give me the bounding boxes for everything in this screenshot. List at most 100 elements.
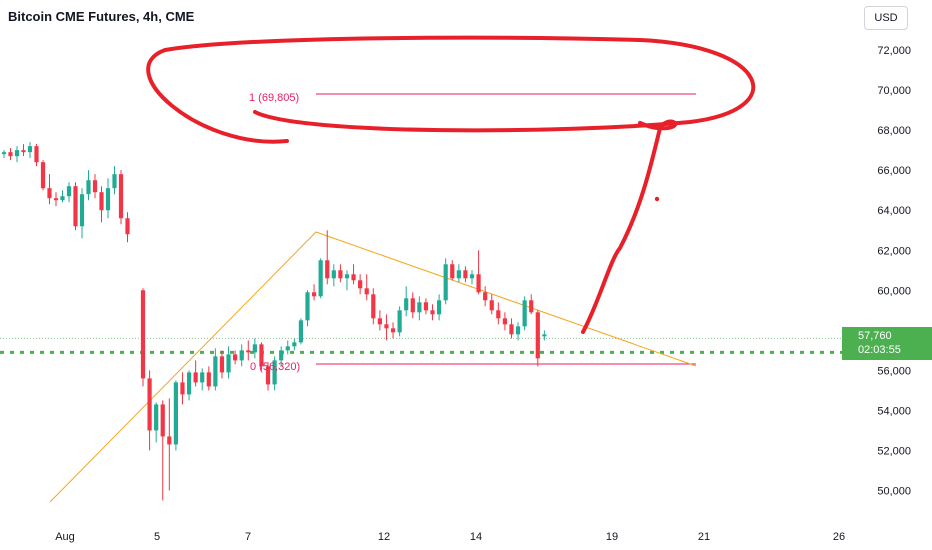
candle-body xyxy=(265,366,271,385)
candle-body xyxy=(213,356,218,387)
price-tick-label: 70,000 xyxy=(877,85,911,97)
candle-body xyxy=(489,300,494,311)
price-tick-label: 68,000 xyxy=(877,125,911,137)
candle-body xyxy=(351,274,356,281)
time-tick-label: 26 xyxy=(833,531,845,543)
candle-body xyxy=(246,350,251,353)
fib-level-1-label: 1 (69,805) xyxy=(249,92,299,104)
candle-body xyxy=(364,288,369,295)
candle-body xyxy=(200,372,205,383)
candle-body xyxy=(66,186,72,197)
fib-retracement[interactable] xyxy=(316,93,696,365)
candle-body xyxy=(430,310,435,315)
candle-body xyxy=(206,372,211,387)
candle-body xyxy=(331,270,336,279)
candle-body xyxy=(509,324,514,335)
candle-body xyxy=(173,382,178,445)
candle-body xyxy=(233,354,238,361)
price-tick-label: 64,000 xyxy=(877,205,911,217)
currency-button[interactable]: USD xyxy=(864,6,908,30)
candle-body xyxy=(252,344,257,353)
price-tick-label: 62,000 xyxy=(877,245,911,257)
candle-body xyxy=(118,174,124,219)
candle-body xyxy=(239,350,244,361)
price-tick-label: 60,000 xyxy=(877,285,911,297)
candle-body xyxy=(226,354,231,373)
candle-body xyxy=(125,218,130,235)
candle-body xyxy=(180,382,185,395)
candle-body xyxy=(105,188,111,211)
candle-body xyxy=(27,146,33,153)
annotation-dot xyxy=(654,196,660,202)
candle-body xyxy=(384,324,389,329)
candle-body xyxy=(515,326,521,335)
candle-body xyxy=(450,264,455,279)
candle-body xyxy=(219,356,225,373)
candle-body xyxy=(40,162,46,189)
candle-body xyxy=(285,346,290,351)
candle-body xyxy=(60,196,65,201)
candle-body xyxy=(34,146,39,163)
candle-body xyxy=(186,372,192,395)
candle-body xyxy=(193,372,198,383)
candle-body xyxy=(318,260,323,297)
candle-body xyxy=(305,292,310,321)
candle-body xyxy=(542,334,547,337)
candle-body xyxy=(259,344,264,367)
candle-body xyxy=(112,174,117,189)
candle-body xyxy=(311,292,317,297)
time-tick-label: 14 xyxy=(470,531,482,543)
candle-body xyxy=(522,300,527,327)
price-tick-label: 56,000 xyxy=(877,365,911,377)
hand-drawn-annotation xyxy=(146,35,756,334)
candle-body xyxy=(338,270,343,279)
chart-title: Bitcoin CME Futures, 4h, CME xyxy=(8,9,195,24)
price-axis[interactable]: 50,00052,00054,00056,00058,00060,00062,0… xyxy=(877,45,911,497)
candle-body xyxy=(417,302,422,313)
candle-body xyxy=(140,290,146,379)
time-tick-label: 19 xyxy=(606,531,618,543)
candle-body xyxy=(456,270,461,279)
candle-body xyxy=(344,274,350,279)
candle-body xyxy=(99,192,104,211)
candle-body xyxy=(79,194,85,227)
candle-body xyxy=(463,270,468,279)
candle-body xyxy=(86,180,91,195)
candle-body xyxy=(272,360,277,385)
candle-body xyxy=(377,318,382,325)
time-axis[interactable]: Aug 5 7 12 14 19 21 26 xyxy=(55,531,845,543)
candle-body xyxy=(8,152,13,157)
price-tick-label: 50,000 xyxy=(877,486,911,498)
triangle-trendline xyxy=(49,231,697,503)
time-tick-label: 5 xyxy=(154,531,160,543)
candle-body xyxy=(476,274,481,293)
candle-body xyxy=(325,260,330,279)
candle-body xyxy=(160,404,165,437)
current-price-line xyxy=(0,337,842,354)
candle-body xyxy=(21,150,26,153)
candle-body xyxy=(154,404,159,431)
time-tick-label: 21 xyxy=(698,531,710,543)
current-price-tag: 57,760 02:03:55 xyxy=(842,327,932,360)
target-arrow-stroke xyxy=(581,119,678,334)
candle-body xyxy=(423,302,429,311)
candle-body xyxy=(502,318,507,325)
candle-body xyxy=(404,298,409,311)
candlesticks xyxy=(1,142,547,501)
candle-body xyxy=(1,152,7,155)
candle-body xyxy=(14,150,20,157)
candle-body xyxy=(529,300,534,313)
candle-body xyxy=(535,312,540,359)
candle-body xyxy=(358,280,363,289)
time-tick-label: 12 xyxy=(378,531,390,543)
candle-body xyxy=(483,292,488,301)
candle-body xyxy=(298,320,304,343)
candle-body xyxy=(496,310,501,319)
price-tick-label: 52,000 xyxy=(877,445,911,457)
candle-body xyxy=(410,298,415,313)
candle-body xyxy=(390,328,396,333)
price-tick-label: 66,000 xyxy=(877,165,911,177)
trendlines[interactable] xyxy=(49,231,697,503)
price-tick-label: 72,000 xyxy=(877,45,911,57)
